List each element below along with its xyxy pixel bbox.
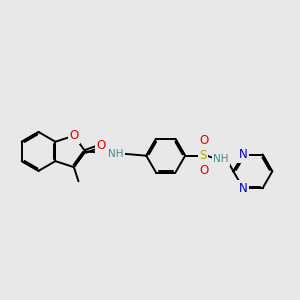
Text: S: S [199,149,206,162]
Text: O: O [96,139,106,152]
Text: O: O [200,134,209,147]
Text: O: O [69,129,79,142]
Text: NH: NH [108,148,124,159]
Text: O: O [200,164,209,177]
Text: N: N [239,182,248,195]
Text: N: N [239,148,248,161]
Text: NH: NH [213,154,229,164]
